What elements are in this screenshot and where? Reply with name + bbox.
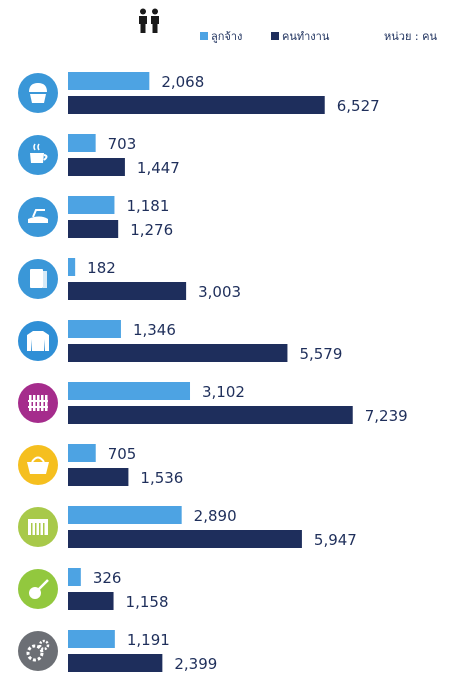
bar-worker [68,344,288,362]
fabric-icon [18,507,58,547]
people-icon [139,8,159,33]
data-label-worker: 5,579 [299,345,342,363]
bar-worker [68,406,353,424]
legend-swatch-employee [200,32,208,40]
bar-worker [68,468,129,486]
bar-employee [68,320,121,338]
bar-worker [68,530,302,548]
shirt-icon [18,321,58,361]
data-label-employee: 182 [87,259,116,277]
data-label-worker: 5,947 [314,531,357,549]
bar-worker [68,654,163,672]
bar-worker [68,220,119,238]
data-label-worker: 2,399 [174,655,217,673]
bar-employee [68,196,115,214]
gears-icon [18,631,58,671]
legend-label-employee: ลูกจ้าง [211,30,243,43]
data-label-worker: 1,536 [140,469,183,487]
data-label-employee: 1,181 [126,197,169,215]
bar-employee [68,258,76,276]
bar-employee [68,568,81,586]
bar-worker [68,282,187,300]
bar-employee [68,630,115,648]
data-label-worker: 7,239 [365,407,408,425]
legend-swatch-worker [271,32,279,40]
legend: ลูกจ้าง คนทำงาน หน่วย : คน [0,0,464,60]
data-label-employee: 2,890 [194,507,237,525]
fence-icon [18,383,58,423]
iron-icon [18,197,58,237]
towel-icon [18,259,58,299]
bar-employee [68,134,96,152]
bar-worker [68,96,325,114]
data-label-employee: 703 [108,135,137,153]
basket-icon [18,445,58,485]
bar-employee [68,506,182,524]
bar-employee [68,72,150,90]
bar-worker [68,158,125,176]
legend-label-worker: คนทำงาน [282,30,330,43]
data-label-employee: 1,191 [127,631,170,649]
coffee-cup-icon [18,135,58,175]
data-label-worker: 1,158 [126,593,169,611]
data-label-employee: 326 [93,569,122,587]
unit-label: หน่วย : คน [384,30,437,43]
bar-worker [68,592,114,610]
data-label-worker: 3,003 [198,283,241,301]
data-label-employee: 2,068 [161,73,204,91]
cupcake-icon [18,73,58,113]
bar-employee [68,382,191,400]
data-label-worker: 1,447 [137,159,180,177]
data-label-employee: 705 [108,445,137,463]
bar-employee [68,444,96,462]
data-label-employee: 3,102 [202,383,245,401]
data-label-worker: 1,276 [130,221,173,239]
guitar-icon [18,569,58,609]
data-label-employee: 1,346 [133,321,176,339]
data-label-worker: 6,527 [337,97,380,115]
